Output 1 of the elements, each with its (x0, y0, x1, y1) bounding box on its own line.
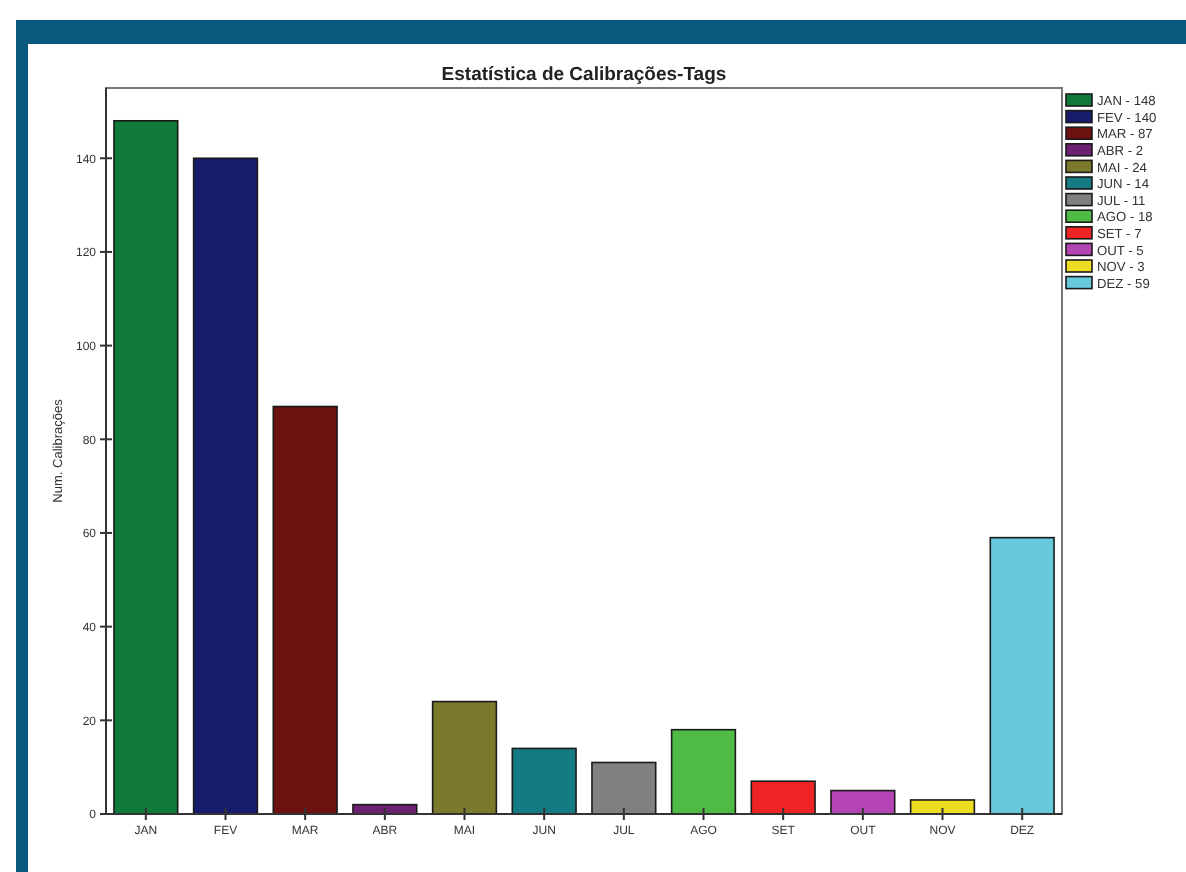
chart-title: Estatística de Calibrações-Tags (441, 64, 727, 86)
